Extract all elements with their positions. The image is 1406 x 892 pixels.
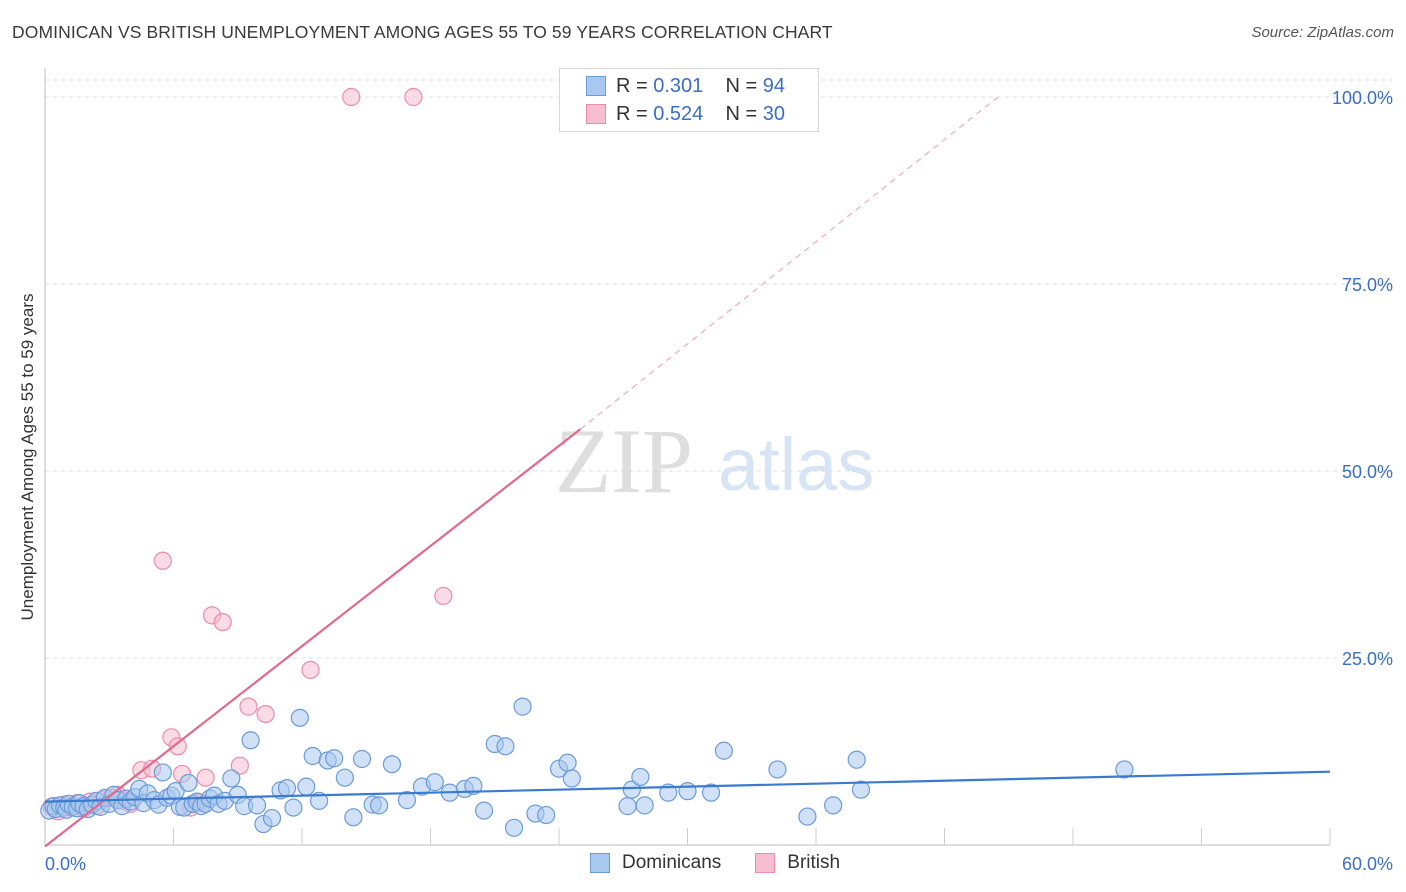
legend-row-dominicans: R = 0.301 N = 94 [586, 73, 785, 99]
dominican-point [635, 796, 654, 815]
legend-r-label: R = [616, 74, 648, 97]
dominican-point [701, 783, 721, 802]
dominican-point [464, 776, 483, 796]
dominican-point [631, 767, 650, 787]
british-point [342, 87, 361, 107]
british-point [196, 768, 215, 787]
dominican-point [325, 749, 344, 768]
dominican-point [618, 797, 637, 816]
legend-swatch-british [586, 104, 606, 124]
legend-row-british: R = 0.524 N = 30 [586, 101, 785, 127]
legend-n-label: N = [725, 102, 758, 125]
british-point [168, 737, 187, 756]
british-point [301, 660, 320, 680]
dominican-point [310, 791, 329, 810]
british-point [256, 704, 275, 724]
dominican-point [513, 697, 532, 716]
dominican-point [851, 780, 871, 799]
dominican-point [397, 791, 417, 810]
dominican-point [179, 773, 198, 793]
dominican-point [714, 741, 734, 760]
dominican-point [247, 796, 267, 815]
dominican-point [768, 760, 787, 779]
watermark-atlas: atlas [718, 423, 874, 506]
dominican-point [284, 798, 303, 817]
series-swatch-british [755, 853, 776, 873]
dominican-point [335, 768, 354, 787]
correlation-legend: R = 0.301 N = 94 R = 0.524 N = 30 [559, 68, 819, 132]
british-trendline [44, 428, 582, 848]
y-tick-label: 50.0% [1342, 462, 1393, 482]
dominican-point [504, 818, 524, 837]
dominican-point [847, 750, 866, 769]
dominican-point [277, 779, 297, 798]
dominican-point [303, 746, 322, 766]
dominican-point [1115, 760, 1134, 779]
y-tick-label: 25.0% [1342, 649, 1393, 669]
british-point [153, 551, 172, 570]
dominican-point [297, 777, 316, 796]
dominican-point [241, 731, 260, 750]
dominican-point [824, 796, 843, 815]
dominican-point [153, 763, 172, 782]
y-tick-label: 75.0% [1342, 275, 1393, 295]
dominican-point [798, 807, 817, 826]
dominican-point [290, 708, 309, 727]
legend-n-value: 30 [762, 102, 786, 125]
series-label-british: British [787, 852, 841, 873]
british-trendline-extended [580, 96, 999, 430]
x-tick-label: 0.0% [45, 854, 86, 874]
dominican-point [370, 796, 389, 815]
dominican-point [262, 808, 282, 828]
dominicans-trendline [44, 770, 1331, 803]
legend-n-value: 94 [762, 74, 786, 97]
dominican-point [678, 782, 697, 801]
dominican-point [425, 773, 444, 792]
dominican-point [222, 769, 241, 788]
dominican-point [659, 783, 678, 802]
dominican-point [496, 737, 515, 756]
legend-r-label: R = [616, 102, 648, 125]
british-point [230, 756, 249, 775]
series-legend-british[interactable]: British [755, 852, 840, 874]
series-legend-dominicans[interactable]: Dominicans [590, 852, 721, 874]
y-tick-label: 100.0% [1332, 88, 1393, 108]
chart-title: DOMINICAN VS BRITISH UNEMPLOYMENT AMONG … [12, 22, 833, 42]
dominican-point [622, 780, 641, 799]
dominican-point [382, 755, 402, 774]
y-axis-label: Unemployment Among Ages 55 to 59 years [18, 293, 37, 621]
dominican-point [352, 749, 372, 769]
series-label-dominicans: Dominicans [622, 852, 722, 873]
series-swatch-dominicans [590, 853, 610, 873]
dominican-point [474, 801, 494, 820]
series-legend: Dominicans British [590, 852, 874, 874]
legend-n-label: N = [725, 74, 758, 97]
dominican-point [558, 753, 577, 772]
watermark-zip: ZIP [555, 410, 693, 512]
source-label: Source: ZipAtlas.com [1251, 24, 1394, 41]
legend-swatch-dominicans [586, 76, 606, 96]
dominican-point [537, 805, 556, 825]
british-point [434, 586, 453, 606]
legend-r-value: 0.301 [653, 74, 704, 97]
x-tick-label: 60.0% [1342, 854, 1393, 874]
legend-r-value: 0.524 [653, 102, 704, 125]
dominican-point [344, 808, 363, 827]
dominican-point [562, 769, 581, 788]
british-point [404, 87, 423, 107]
british-point [239, 697, 258, 716]
british-point [213, 612, 232, 632]
